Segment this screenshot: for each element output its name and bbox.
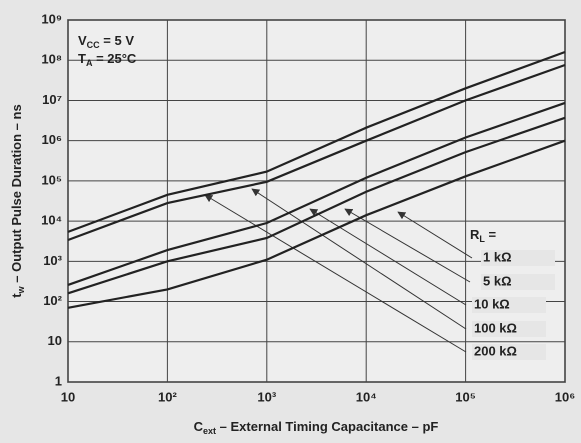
- y-tick-label: 10⁸: [41, 52, 62, 67]
- label-part: A: [86, 58, 93, 68]
- legend-entry: 5 kΩ: [483, 273, 512, 288]
- legend-title: RL =: [470, 227, 497, 244]
- label-part: – External Timing Capacitance – pF: [216, 419, 438, 434]
- x-tick-label: 10⁶: [555, 389, 575, 404]
- y-axis-label: tw – Output Pulse Duration – ns: [9, 104, 26, 297]
- series-line: [67, 101, 566, 286]
- arrow: [204, 194, 467, 353]
- y-tick-label: 10: [48, 333, 62, 348]
- x-axis-label: Cext – External Timing Capacitance – pF: [194, 419, 439, 436]
- label-part: T: [78, 51, 86, 66]
- legend-bg: [472, 297, 546, 313]
- label-part: – Output Pulse Duration – ns: [9, 104, 24, 286]
- series-line: [67, 116, 566, 295]
- label-part: t: [9, 293, 24, 298]
- legend-bg: [472, 321, 546, 337]
- arrow: [344, 208, 471, 283]
- label-part: CC: [87, 40, 100, 50]
- legend-entry: 1 kΩ: [483, 249, 512, 264]
- legend-entry: 10 kΩ: [474, 296, 510, 311]
- label-part: V: [78, 33, 87, 48]
- label-part: = 5 V: [100, 33, 135, 48]
- legend-entry: 100 kΩ: [474, 320, 517, 335]
- arrow: [309, 208, 467, 306]
- y-tick-label: 10⁵: [41, 172, 62, 187]
- x-tick-label: 10⁵: [455, 389, 476, 404]
- series-line: [67, 50, 566, 233]
- legend-bg: [481, 250, 555, 266]
- legend-bg: [481, 274, 555, 290]
- label-part: ext: [203, 426, 216, 436]
- series-line: [67, 63, 566, 242]
- x-tick-label: 10²: [158, 389, 177, 404]
- y-tick-label: 10³: [43, 253, 62, 268]
- y-tick-label: 10⁷: [42, 92, 62, 107]
- y-tick-label: 10⁶: [42, 132, 62, 147]
- y-tick-label: 10²: [43, 293, 62, 308]
- arrow: [397, 211, 473, 259]
- label-part: w: [16, 285, 26, 294]
- label-part: L: [479, 234, 485, 244]
- series-line: [67, 139, 566, 309]
- x-tick-label: 10: [61, 389, 75, 404]
- y-tick-label: 10⁹: [41, 11, 62, 26]
- label-part: =: [485, 227, 497, 242]
- y-tick-label: 10⁴: [41, 213, 62, 228]
- legend-entry: 200 kΩ: [474, 343, 517, 358]
- annotation: VCC = 5 V: [78, 33, 134, 50]
- annotation: TA = 25°C: [78, 51, 137, 68]
- label-part: C: [194, 419, 204, 434]
- legend-bg: [472, 344, 546, 360]
- label-part: = 25°C: [92, 51, 136, 66]
- x-tick-label: 10³: [257, 389, 276, 404]
- y-tick-label: 1: [55, 373, 62, 388]
- x-tick-label: 10⁴: [356, 389, 377, 404]
- label-part: R: [470, 227, 480, 242]
